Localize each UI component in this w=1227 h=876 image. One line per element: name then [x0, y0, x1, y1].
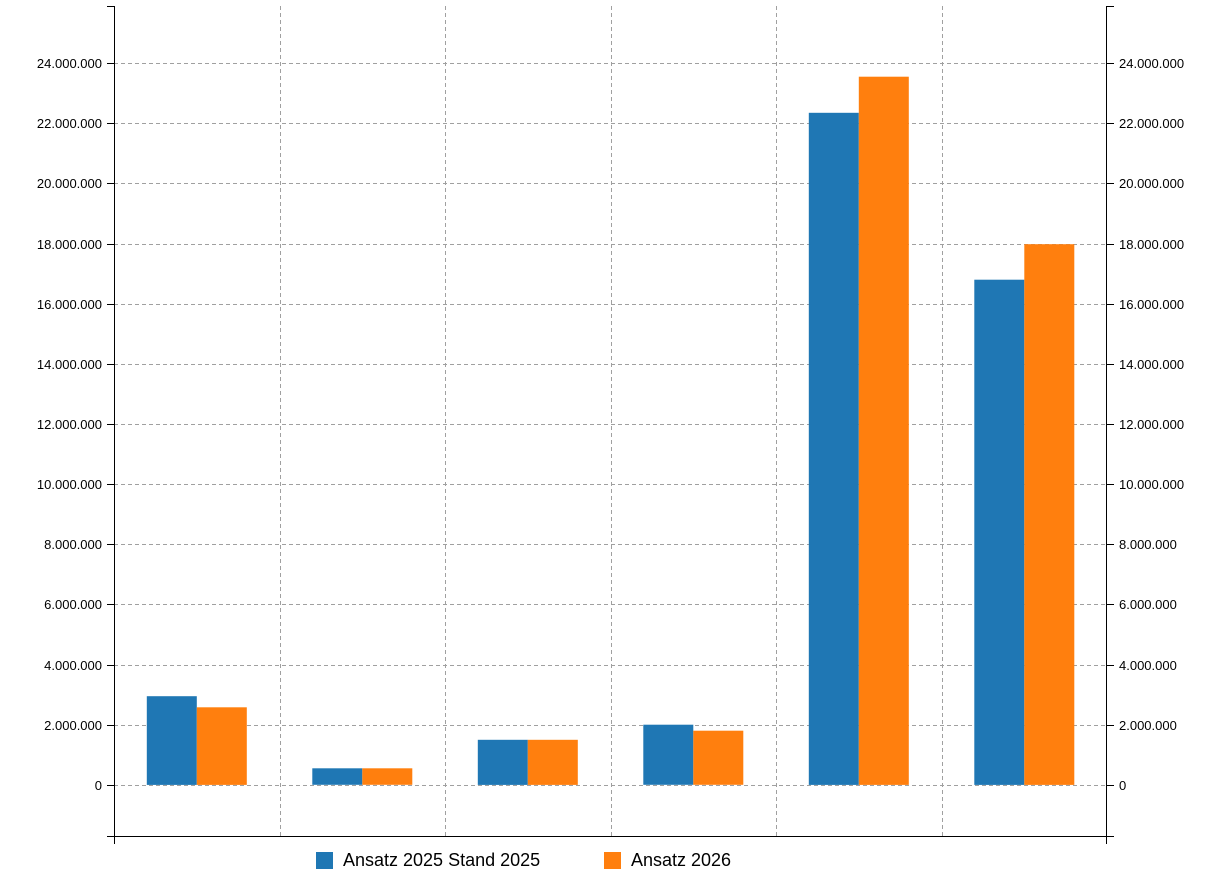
y-tick-label-right-1: 2.000.000	[1119, 718, 1177, 733]
y-tick-label-right-11: 22.000.000	[1119, 116, 1184, 131]
axes	[107, 6, 1114, 844]
bar-series2-cat4	[693, 730, 744, 785]
bar-series1-cat4	[643, 724, 694, 785]
legend-item-series-2: Ansatz 2026	[604, 850, 731, 871]
y-tick-label-right-3: 6.000.000	[1119, 597, 1177, 612]
y-tick-label-right-12: 24.000.000	[1119, 56, 1184, 71]
y-tick-label-left-11: 22.000.000	[37, 116, 102, 131]
y-tick-label-left-6: 12.000.000	[37, 417, 102, 432]
y-tick-label-left-1: 2.000.000	[44, 718, 102, 733]
bar-series1-cat3	[477, 739, 528, 785]
legend-label-series-2: Ansatz 2026	[631, 850, 732, 870]
legend-label-series-1: Ansatz 2025 Stand 2025	[343, 850, 541, 870]
bar-series2-cat1	[196, 707, 247, 785]
y-tick-label-left-9: 18.000.000	[37, 237, 102, 252]
bar-series2-cat5	[858, 76, 909, 785]
legend-swatch-series-1	[316, 852, 333, 869]
y-tick-label-right-4: 8.000.000	[1119, 537, 1177, 552]
y-tick-label-left-3: 6.000.000	[44, 597, 102, 612]
y-tick-label-right-0: 0	[1119, 778, 1126, 793]
y-tick-label-right-6: 12.000.000	[1119, 417, 1184, 432]
bar-series1-cat1	[146, 696, 197, 785]
bars	[146, 76, 1075, 785]
bar-series1-cat6	[974, 279, 1025, 785]
y-tick-label-right-8: 16.000.000	[1119, 297, 1184, 312]
y-tick-label-left-8: 16.000.000	[37, 297, 102, 312]
y-tick-label-right-9: 18.000.000	[1119, 237, 1184, 252]
y-tick-label-right-10: 20.000.000	[1119, 176, 1184, 191]
bar-series1-cat5	[808, 112, 859, 785]
y-tick-label-left-10: 20.000.000	[37, 176, 102, 191]
bar-series2-cat6	[1024, 244, 1075, 785]
y-tick-label-left-5: 10.000.000	[37, 477, 102, 492]
y-tick-label-right-5: 10.000.000	[1119, 477, 1184, 492]
y-tick-label-left-4: 8.000.000	[44, 537, 102, 552]
bar-series2-cat3	[527, 739, 578, 785]
y-tick-label-left-7: 14.000.000	[37, 357, 102, 372]
legend: Ansatz 2025 Stand 2025 Ansatz 2026	[0, 846, 1227, 876]
y-tick-label-left-0: 0	[95, 778, 102, 793]
y-tick-label-left-2: 4.000.000	[44, 658, 102, 673]
bar-series2-cat2	[362, 768, 413, 785]
bar-chart: 0 0 2.000.000 2.000.000 4.000.000 4.000.000 6.…	[37, 6, 1184, 844]
bar-series1-cat2	[312, 768, 363, 785]
y-ticks: 0 0 2.000.000 2.000.000 4.000.000 4.000.000 6.…	[37, 56, 1184, 793]
y-tick-label-right-2: 4.000.000	[1119, 658, 1177, 673]
y-tick-label-left-12: 24.000.000	[37, 56, 102, 71]
grid-lines	[114, 6, 1107, 836]
legend-swatch-series-2	[604, 852, 621, 869]
legend-item-series-1: Ansatz 2025 Stand 2025	[316, 850, 540, 871]
y-tick-label-right-7: 14.000.000	[1119, 357, 1184, 372]
